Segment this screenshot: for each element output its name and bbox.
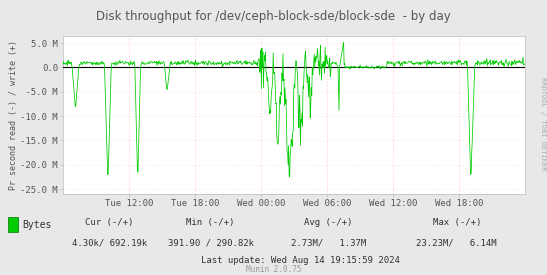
Text: RRDTOOL / TOBI OETIKER: RRDTOOL / TOBI OETIKER <box>540 77 546 170</box>
Text: 391.90 / 290.82k: 391.90 / 290.82k <box>167 239 254 248</box>
Text: Disk throughput for /dev/ceph-block-sde/block-sde  - by day: Disk throughput for /dev/ceph-block-sde/… <box>96 10 451 23</box>
Text: Max (-/+): Max (-/+) <box>433 218 481 227</box>
Text: Cur (-/+): Cur (-/+) <box>85 218 133 227</box>
Text: Bytes: Bytes <box>22 220 52 230</box>
Text: 23.23M/   6.14M: 23.23M/ 6.14M <box>416 239 497 248</box>
Text: 2.73M/   1.37M: 2.73M/ 1.37M <box>290 239 366 248</box>
Y-axis label: Pr second read (-) / write (+): Pr second read (-) / write (+) <box>9 40 18 190</box>
Text: 4.30k/ 692.19k: 4.30k/ 692.19k <box>72 239 147 248</box>
Text: Last update: Wed Aug 14 19:15:59 2024: Last update: Wed Aug 14 19:15:59 2024 <box>201 256 400 265</box>
Text: Munin 2.0.75: Munin 2.0.75 <box>246 265 301 274</box>
Text: Min (-/+): Min (-/+) <box>187 218 235 227</box>
Text: Avg (-/+): Avg (-/+) <box>304 218 352 227</box>
